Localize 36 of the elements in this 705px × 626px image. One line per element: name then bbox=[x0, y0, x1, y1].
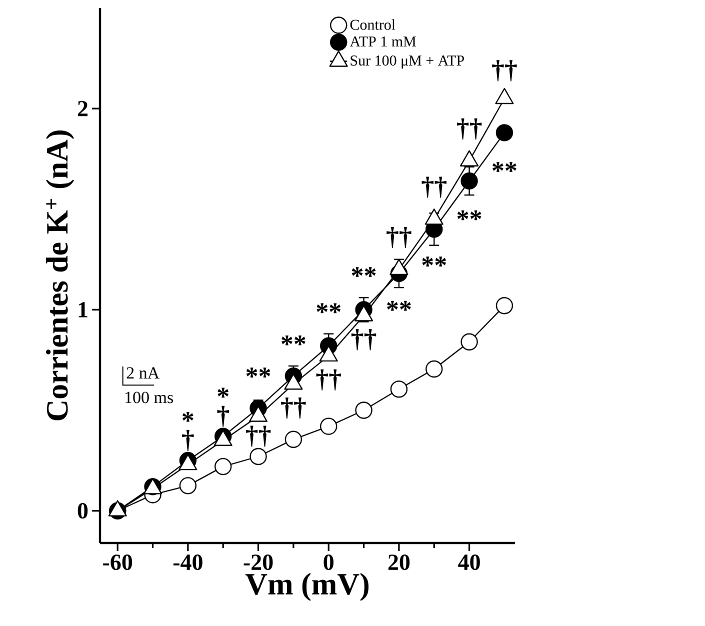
y-tick-label: 2 bbox=[78, 100, 88, 116]
x-tick-label: 40 bbox=[458, 554, 480, 570]
y-axis-title: Corrientes de K$^{+}$ (nA) bbox=[46, 130, 74, 420]
annotation: † bbox=[182, 430, 194, 452]
annotation: ** bbox=[316, 303, 341, 314]
annotation: †† bbox=[246, 426, 271, 447]
y-tick-label: 1 bbox=[78, 302, 88, 318]
annotation: ** bbox=[246, 368, 270, 378]
annotation: † bbox=[217, 406, 229, 427]
annotation: ** bbox=[492, 162, 516, 172]
x-tick-label: 0 bbox=[324, 554, 334, 570]
legend-label: Control bbox=[350, 19, 396, 30]
annotation: 2 nA bbox=[126, 367, 160, 378]
legend-label: ATP 1 mM bbox=[350, 36, 416, 46]
x-tick-label: -60 bbox=[103, 554, 132, 570]
annotation: ** bbox=[422, 256, 446, 266]
annotation: †† bbox=[492, 60, 517, 82]
annotation: ** bbox=[387, 300, 411, 311]
x-tick-label: -40 bbox=[173, 554, 202, 570]
annotation: †† bbox=[351, 329, 376, 350]
y-tick-label: 0 bbox=[78, 503, 88, 519]
annotation: ** bbox=[352, 267, 376, 277]
x-tick-label: -20 bbox=[244, 554, 273, 570]
annotation: †† bbox=[422, 176, 446, 198]
x-tick-label: 20 bbox=[388, 554, 410, 570]
annotation: †† bbox=[386, 226, 412, 248]
annotation: †† bbox=[281, 398, 306, 419]
annotation: 100 ms bbox=[126, 392, 173, 404]
annotation: †† bbox=[456, 118, 482, 140]
legend-label: Sur 100 μM + ATP bbox=[350, 55, 464, 69]
annotation: ** bbox=[282, 335, 306, 346]
annotation: * bbox=[218, 388, 229, 398]
annotation: ** bbox=[457, 210, 482, 220]
annotation: * bbox=[182, 412, 194, 422]
x-axis-title: Vm (mV) bbox=[245, 572, 368, 602]
annotation: †† bbox=[316, 369, 341, 390]
